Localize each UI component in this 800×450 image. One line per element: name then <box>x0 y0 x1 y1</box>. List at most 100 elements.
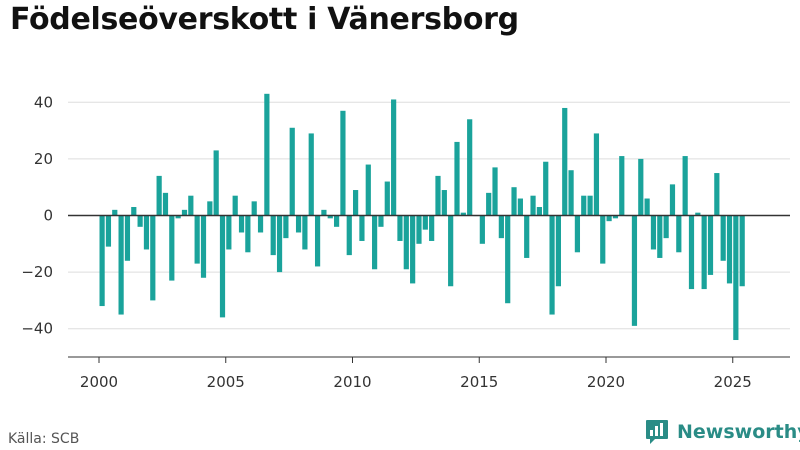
y-tick-label: −20 <box>21 263 53 281</box>
bar <box>600 215 606 264</box>
x-tick-label: 2010 <box>333 373 371 391</box>
x-tick-label: 2005 <box>207 373 245 391</box>
newsworthy-logo: Newsworthy <box>645 419 800 445</box>
bar <box>289 127 295 216</box>
bar <box>143 215 150 250</box>
y-axis-ticks: 40 20 0 −20 −40 <box>21 93 53 337</box>
bar <box>372 215 378 270</box>
bar <box>384 181 390 216</box>
bar <box>245 215 251 253</box>
x-tick-label: 2025 <box>714 373 752 391</box>
bar <box>676 215 682 253</box>
bar <box>682 156 688 216</box>
x-tick-label: 2020 <box>587 373 625 391</box>
bar <box>739 215 745 287</box>
bar <box>276 215 283 273</box>
x-axis-ticks: 2000 2005 2010 2015 2020 2025 <box>80 357 752 391</box>
bar <box>441 190 447 216</box>
bar <box>131 207 137 216</box>
bar <box>587 195 593 216</box>
bar <box>701 215 707 290</box>
bar <box>467 119 473 216</box>
bar <box>403 215 409 270</box>
bar <box>498 215 504 239</box>
brand-name: Newsworthy <box>677 421 800 443</box>
bar <box>257 215 264 233</box>
gridlines <box>68 101 790 330</box>
bar <box>543 161 549 216</box>
bar <box>416 215 422 244</box>
bar <box>448 215 454 287</box>
bar <box>714 173 720 216</box>
bar <box>150 215 156 301</box>
bar <box>460 212 466 216</box>
bar <box>391 99 397 216</box>
bar <box>378 215 384 227</box>
bar <box>619 156 625 216</box>
bar <box>321 209 327 216</box>
bar <box>720 215 726 261</box>
bar <box>511 187 517 216</box>
bar <box>359 215 365 241</box>
bar <box>188 195 194 216</box>
x-tick-label: 2015 <box>460 373 498 391</box>
bar <box>429 215 435 241</box>
bar <box>99 215 105 307</box>
bar <box>581 195 587 216</box>
y-tick-label: 20 <box>34 150 53 168</box>
y-tick-label: 0 <box>43 207 53 225</box>
bar <box>733 215 739 341</box>
bar <box>213 150 219 216</box>
bar <box>238 215 245 233</box>
bar <box>492 167 498 216</box>
bar <box>302 215 308 250</box>
bar <box>410 215 416 284</box>
bar <box>314 215 321 267</box>
bar <box>270 215 276 256</box>
bar <box>726 215 733 284</box>
y-tick-label: −40 <box>21 320 53 338</box>
bar <box>486 192 492 216</box>
bar <box>568 170 574 216</box>
bar <box>181 209 188 216</box>
bar <box>549 215 555 315</box>
bar <box>536 207 542 216</box>
bar <box>555 215 561 287</box>
bar <box>333 215 340 227</box>
bar <box>226 215 232 250</box>
bar <box>707 215 714 275</box>
bar <box>346 215 352 256</box>
bar <box>295 215 302 233</box>
bar <box>283 215 289 239</box>
bar <box>207 201 213 216</box>
bar <box>105 215 112 247</box>
chart-title: Födelseöverskott i Vänersborg <box>10 2 519 37</box>
bar <box>530 195 536 216</box>
bar <box>524 215 530 258</box>
source-note: Källa: SCB <box>8 431 80 447</box>
bar <box>112 209 118 216</box>
bar <box>644 198 650 216</box>
bar <box>365 164 371 216</box>
bar <box>631 215 638 326</box>
bar <box>340 110 346 216</box>
bar <box>169 215 175 281</box>
bar <box>695 212 701 216</box>
bar <box>137 215 143 227</box>
bar <box>232 195 238 216</box>
bar <box>454 141 460 216</box>
bar <box>505 215 511 304</box>
bar <box>435 175 441 216</box>
bar <box>156 175 162 216</box>
bar <box>562 107 568 216</box>
bar <box>663 215 669 239</box>
bar <box>422 215 428 230</box>
bar <box>593 133 600 216</box>
bar <box>194 215 200 264</box>
bar <box>327 215 333 219</box>
bar <box>688 215 695 290</box>
bar <box>397 215 403 241</box>
bar <box>219 215 226 318</box>
bar <box>606 215 612 222</box>
